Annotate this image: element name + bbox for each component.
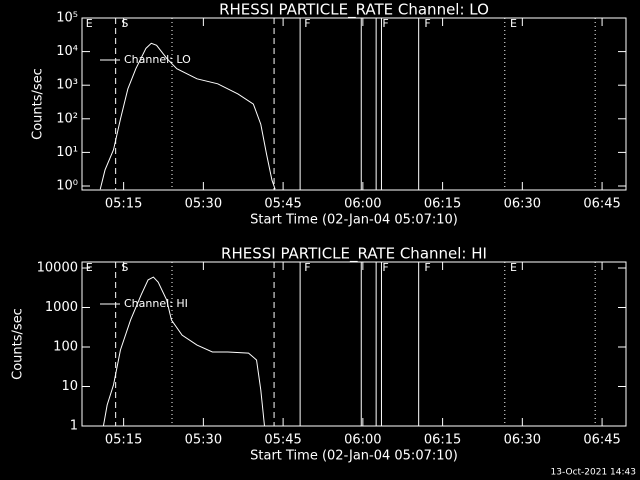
x-tick-label: 05:45 (264, 197, 301, 212)
x-tick-label: 06:15 (424, 433, 461, 448)
event-label: F (304, 261, 310, 274)
y-tick-label: 10² (56, 111, 78, 126)
y-tick-label: 10⁰ (56, 178, 78, 193)
y-tick-label: 1 (70, 419, 78, 434)
footer-timestamp: 13-Oct-2021 14:43 (551, 468, 636, 478)
y-tick-label: 10 (61, 379, 78, 394)
x-tick-label: 06:00 (344, 433, 381, 448)
x-tick-label: 05:15 (105, 433, 142, 448)
x-tick-label: 06:30 (504, 197, 541, 212)
y-tick-label: 10000 (37, 261, 78, 276)
event-label: F (304, 17, 310, 30)
y-tick-label: 10¹ (56, 145, 78, 160)
event-label: S (121, 261, 128, 274)
plot-frame (81, 261, 627, 427)
y-axis-label: Counts/sec (11, 308, 26, 380)
chart-title: RHESSI PARTICLE_RATE Channel: LO (219, 1, 489, 20)
event-label: E (86, 17, 93, 30)
data-line (102, 276, 265, 426)
y-axis-label: Counts/sec (31, 68, 46, 140)
event-label: E (510, 17, 517, 30)
plot-clip (99, 18, 596, 190)
x-tick-label: 06:15 (424, 197, 461, 212)
x-tick-label: 05:15 (105, 197, 142, 212)
x-tick-label: 06:00 (344, 197, 381, 212)
legend-label: Channel: LO (124, 53, 191, 66)
x-tick-label: 05:30 (185, 197, 222, 212)
y-tick-label: 10⁵ (56, 11, 78, 26)
event-label: F (382, 17, 388, 30)
y-tick-label: 10⁴ (56, 44, 78, 59)
event-label: F (424, 17, 430, 30)
x-axis-label: Start Time (02-Jan-04 05:07:10) (250, 213, 458, 228)
x-axis-label: Start Time (02-Jan-04 05:07:10) (250, 449, 458, 464)
x-tick-label: 05:30 (185, 433, 222, 448)
x-tick-label: 05:45 (264, 433, 301, 448)
event-label: F (382, 261, 388, 274)
chart-title: RHESSI PARTICLE_RATE Channel: HI (221, 245, 487, 264)
legend-label: Channel: HI (124, 297, 188, 310)
event-label: E (86, 261, 93, 274)
event-label: E (510, 261, 517, 274)
y-tick-label: 1000 (45, 300, 78, 315)
plot-clip (102, 262, 596, 426)
data-line (99, 42, 276, 190)
event-label: S (121, 17, 128, 30)
plot-frame (81, 17, 627, 191)
y-tick-label: 10³ (56, 78, 78, 93)
x-tick-label: 06:45 (583, 197, 620, 212)
event-label: F (424, 261, 430, 274)
y-tick-label: 100 (53, 340, 78, 355)
x-tick-label: 06:45 (583, 433, 620, 448)
x-tick-label: 06:30 (504, 433, 541, 448)
